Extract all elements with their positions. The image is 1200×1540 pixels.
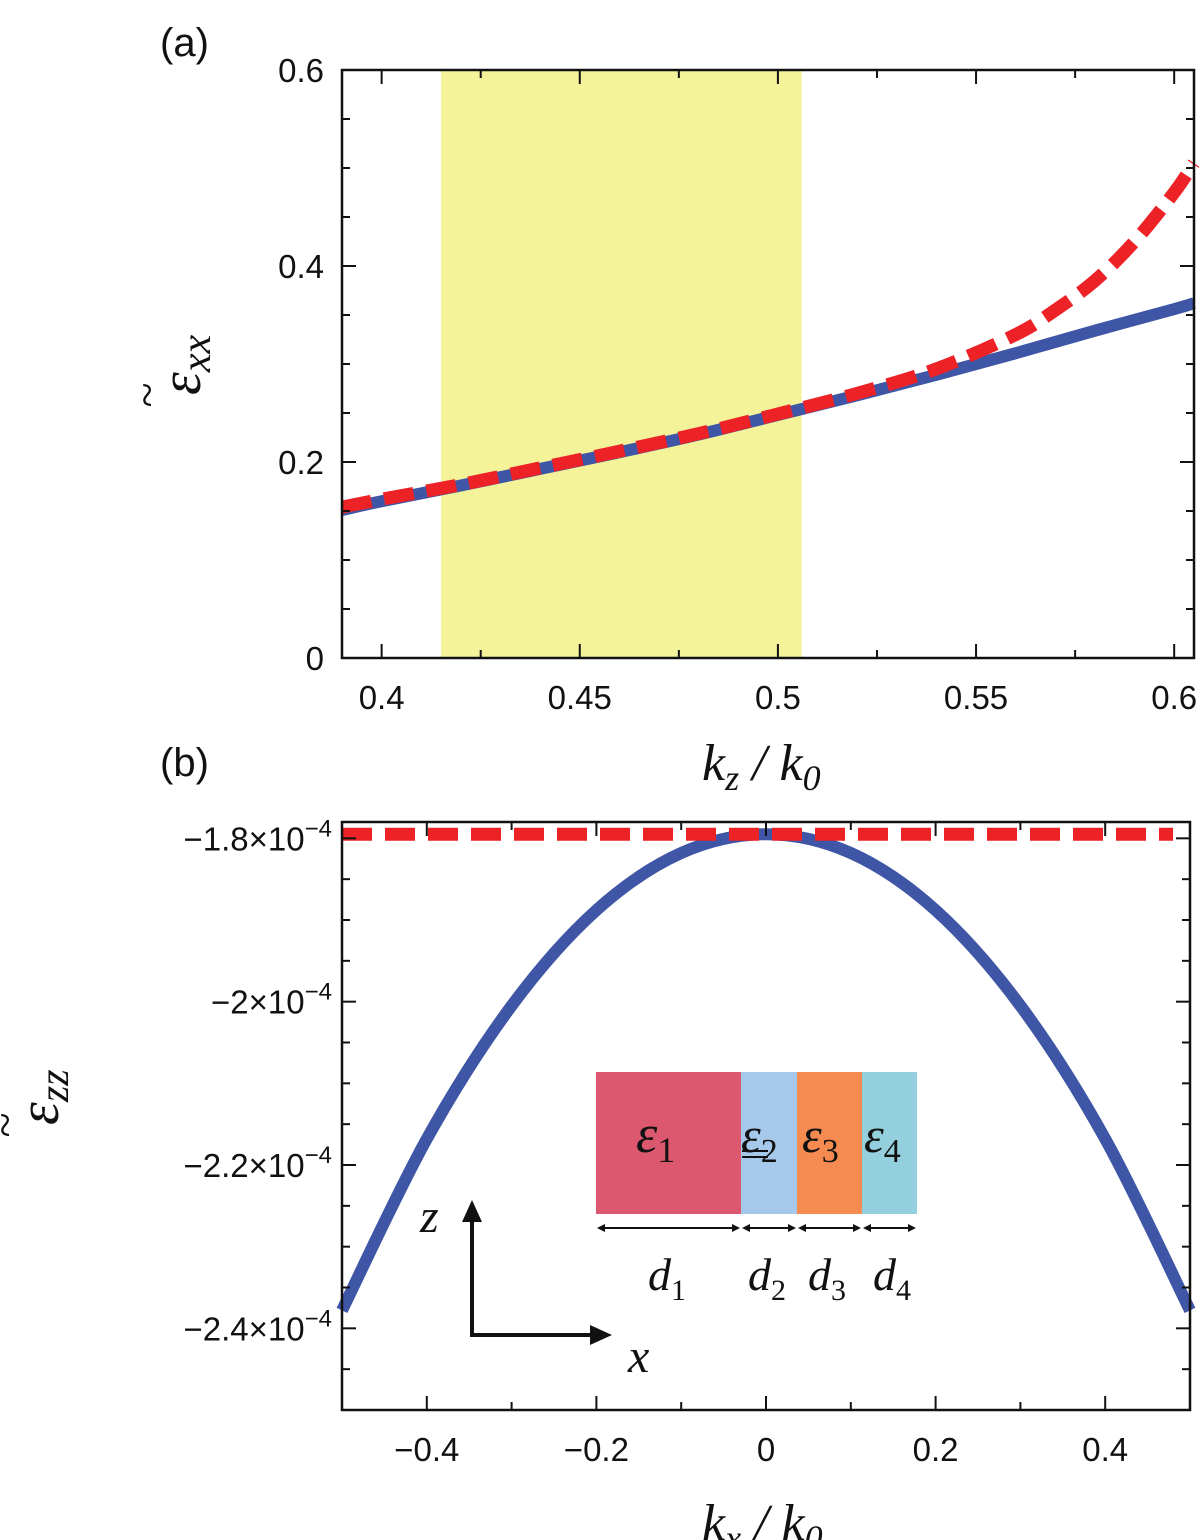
y-tick-label: 0.6	[278, 52, 324, 89]
d3-subscript: 3	[831, 1274, 846, 1307]
svg-text:d3: d3	[808, 1249, 846, 1307]
d3-label: d	[808, 1249, 832, 1300]
ylabel-tilde: ~	[121, 383, 172, 408]
xlabel-slash: / k	[739, 735, 803, 792]
panel-b-ylabel: εzz ~	[0, 1069, 78, 1138]
panel-a-series	[340, 159, 1200, 516]
panel-b: (b) ε1 ε2 ε3 ε4 d1	[0, 741, 1196, 1540]
xlabel-k: k	[702, 1495, 726, 1540]
xlabel-k: k	[702, 735, 726, 792]
d2-subscript: 2	[771, 1274, 786, 1307]
x-tick-label: 0.5	[755, 679, 801, 716]
svg-text:εxx: εxx	[148, 334, 220, 395]
x-tick-label: 0.4	[359, 679, 405, 716]
y-tick-label: −2.4×10−4	[184, 1305, 333, 1347]
layer-3-subscript: 3	[822, 1133, 839, 1170]
y-tick-label: −2×10−4	[211, 979, 332, 1021]
svg-text:ε4: ε4	[864, 1107, 901, 1170]
thickness-arrow-head	[788, 1224, 796, 1232]
svg-text:ε1: ε1	[636, 1104, 675, 1170]
ylabel-subscript: zz	[32, 1069, 78, 1103]
xlabel-sub-0: 0	[803, 758, 821, 798]
x-tick-label: −0.2	[564, 1431, 629, 1468]
x-tick-label: 0.55	[944, 679, 1008, 716]
x-tick-label: 0.6	[1151, 679, 1197, 716]
layer-1	[596, 1072, 741, 1214]
d1-subscript: 1	[671, 1274, 686, 1307]
panel-b-label: (b)	[160, 741, 209, 785]
x-arrow-head	[590, 1325, 612, 1345]
z-arrow-head	[462, 1200, 482, 1222]
panel-a-xlabel: kz / k0	[702, 735, 821, 798]
ylabel-tilde: ~	[0, 1113, 30, 1138]
panel-a-ticks: 0.4 0.45 0.5 0.55 0.6 0 0.2 0.4 0.6	[278, 52, 1197, 716]
z-axis-label: z	[419, 1190, 439, 1243]
layer-4-epsilon: ε	[864, 1107, 884, 1163]
y-tick-label: 0.4	[278, 248, 324, 285]
xlabel-sub-0: 0	[805, 1518, 823, 1540]
x-axis-label: x	[627, 1330, 649, 1383]
svg-text:ε2: ε2	[741, 1107, 778, 1170]
xlabel-slash: / k	[741, 1495, 805, 1540]
x-tick-label: 0.4	[1082, 1431, 1128, 1468]
thickness-arrow-head	[798, 1224, 806, 1232]
layer-4	[862, 1072, 917, 1214]
thickness-arrow-head	[742, 1224, 750, 1232]
svg-text:kx / k0: kx / k0	[702, 1495, 823, 1540]
thickness-arrow-head	[908, 1224, 916, 1232]
svg-text:d4: d4	[873, 1249, 911, 1307]
panel-a: (a) 0.4 0.45 0.5 0.55 0.6 0 0.2 0.4 0.6 εxx ~ kz…	[121, 21, 1200, 798]
thickness-arrow-head	[597, 1224, 605, 1232]
thickness-arrows	[597, 1224, 916, 1232]
y-tick-label: −1.8×10−4	[184, 815, 333, 857]
series-dashed-line	[340, 159, 1200, 514]
thickness-arrow-head	[863, 1224, 871, 1232]
layer-2-epsilon: ε	[741, 1107, 761, 1163]
layer-3	[797, 1072, 862, 1214]
highlight-band	[441, 70, 802, 658]
d1-label: d	[648, 1249, 672, 1300]
layer-1-subscript: 1	[657, 1130, 675, 1170]
panel-b-ticks: −0.4 −0.2 0 0.2 0.4 −1.8×10−4 −2×10−4 −2.2×10−4…	[184, 815, 1191, 1468]
layer-3-epsilon: ε	[802, 1107, 822, 1163]
xlabel-sub-z: z	[724, 758, 739, 798]
y-tick-label: −2.2×10−4	[184, 1142, 333, 1184]
svg-text:kz / k0: kz / k0	[702, 735, 821, 798]
y-tick-label: 0.2	[278, 444, 324, 481]
thickness-arrow-head	[732, 1224, 740, 1232]
layer-4-subscript: 4	[884, 1133, 901, 1170]
svg-text:ε3: ε3	[802, 1107, 839, 1170]
panel-b-xlabel: kx / k0	[702, 1495, 823, 1540]
panel-a-ylabel: εxx ~	[121, 334, 220, 408]
d2-label: d	[748, 1249, 772, 1300]
x-tick-label: 0	[757, 1431, 775, 1468]
d4-label: d	[873, 1249, 897, 1300]
svg-text:d1: d1	[648, 1249, 686, 1307]
ylabel-subscript: xx	[174, 334, 220, 373]
x-tick-label: −0.4	[394, 1431, 459, 1468]
x-tick-label: 0.2	[913, 1431, 959, 1468]
ylabel-epsilon: ε	[6, 1102, 71, 1125]
thickness-arrow-head	[853, 1224, 861, 1232]
svg-text:d2: d2	[748, 1249, 786, 1307]
ylabel-epsilon: ε	[148, 372, 213, 395]
svg-text:εzz: εzz	[6, 1069, 78, 1125]
layer-1-epsilon: ε	[636, 1104, 658, 1164]
layer-2	[741, 1072, 797, 1214]
xlabel-sub-x: x	[724, 1518, 741, 1540]
x-tick-label: 0.45	[548, 679, 612, 716]
layer-2-subscript: 2	[761, 1133, 778, 1170]
d4-subscript: 4	[896, 1274, 911, 1307]
y-tick-label: 0	[306, 640, 324, 677]
layer-stack-inset: ε1 ε2 ε3 ε4 d1 d2 d3 d4	[419, 1072, 917, 1383]
panel-a-label: (a)	[160, 21, 209, 65]
